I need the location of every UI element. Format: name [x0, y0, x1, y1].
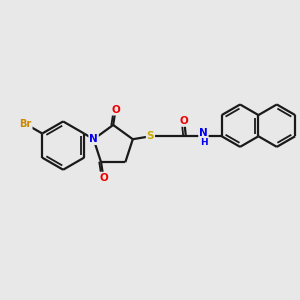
Text: O: O [99, 172, 108, 183]
Text: Br: Br [20, 119, 32, 129]
Text: O: O [111, 105, 120, 115]
Text: O: O [180, 116, 189, 126]
Text: N: N [89, 134, 98, 144]
Text: S: S [147, 131, 154, 141]
Text: N: N [199, 128, 208, 138]
Text: H: H [200, 138, 207, 147]
